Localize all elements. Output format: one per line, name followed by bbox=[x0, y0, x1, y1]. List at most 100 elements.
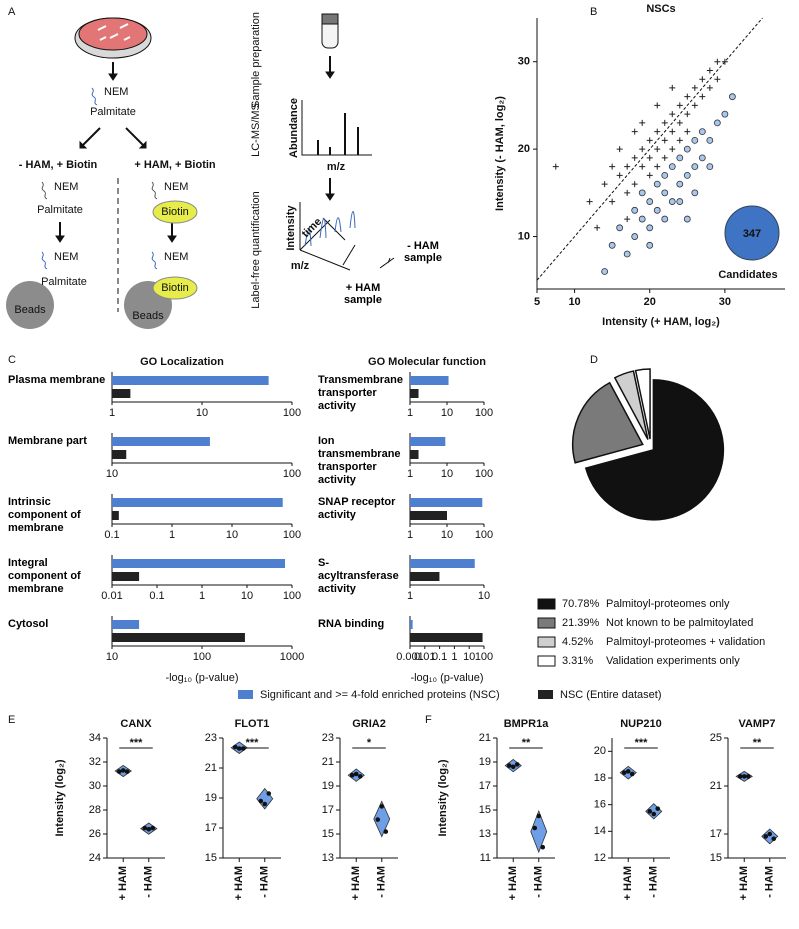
x-tick-label: 100 bbox=[283, 468, 301, 480]
point bbox=[586, 198, 593, 205]
point bbox=[698, 154, 706, 162]
point bbox=[661, 171, 669, 179]
point bbox=[601, 181, 608, 188]
group-label: + HAM bbox=[507, 866, 519, 901]
x-tick-label: 100 bbox=[193, 651, 211, 663]
bar bbox=[112, 389, 131, 398]
point bbox=[631, 206, 639, 214]
protein bbox=[151, 251, 158, 270]
bar bbox=[410, 559, 475, 568]
candidates-label: Candidates bbox=[718, 269, 777, 281]
point bbox=[676, 180, 684, 188]
y-axis-label: Intensity (log₂) bbox=[54, 759, 66, 836]
x-tick-label: 1 bbox=[407, 529, 413, 541]
y-tick-label: 12 bbox=[594, 852, 606, 864]
y-tick-label: 17 bbox=[322, 804, 334, 816]
condition: - HAM, + Biotin bbox=[19, 159, 98, 171]
point bbox=[676, 119, 683, 126]
point bbox=[661, 215, 669, 223]
significance: * bbox=[367, 737, 372, 749]
bar bbox=[112, 376, 269, 385]
x-tick-label: 0.1 bbox=[149, 590, 164, 602]
point bbox=[763, 834, 769, 839]
point bbox=[669, 111, 676, 118]
point bbox=[691, 189, 699, 197]
ms-xlabel: m/z bbox=[327, 161, 346, 173]
point bbox=[654, 163, 661, 170]
x-tick-label: 1 bbox=[451, 651, 457, 663]
panel-title: GRIA2 bbox=[352, 718, 386, 730]
x-tick-label: 10 bbox=[463, 651, 475, 663]
panel-label: F bbox=[425, 714, 432, 726]
bar bbox=[410, 376, 449, 385]
bar bbox=[410, 437, 446, 446]
point bbox=[721, 110, 729, 118]
point bbox=[514, 762, 520, 767]
y-axis-label: Intensity (- HAM, log₂) bbox=[494, 96, 506, 211]
x-axis-label: Intensity (+ HAM, log₂) bbox=[602, 316, 720, 328]
point bbox=[262, 801, 268, 807]
y-tick-label: 20 bbox=[594, 745, 606, 757]
x-tick-label: 1 bbox=[407, 407, 413, 419]
point bbox=[714, 76, 721, 83]
point bbox=[601, 268, 609, 275]
diagram bbox=[6, 13, 395, 329]
point bbox=[767, 831, 773, 837]
pie-slice bbox=[572, 381, 644, 464]
tube-cap bbox=[321, 13, 339, 25]
point bbox=[661, 189, 669, 197]
x-tick-label: 1 bbox=[109, 407, 115, 419]
x-tick-label: 0.01 bbox=[101, 590, 122, 602]
point bbox=[232, 744, 238, 750]
bar bbox=[410, 450, 419, 459]
point bbox=[721, 58, 728, 65]
point bbox=[745, 774, 751, 779]
point bbox=[661, 137, 668, 144]
y-tick-label: 20 bbox=[518, 143, 530, 155]
y-tick-label: 15 bbox=[479, 804, 491, 816]
legend-swatch bbox=[537, 636, 556, 648]
condition: + HAM, + Biotin bbox=[134, 159, 216, 171]
x-axis-label: -log₁₀ (p-value) bbox=[410, 672, 483, 684]
biotin bbox=[152, 200, 198, 224]
reagent: NEM bbox=[54, 251, 78, 263]
bar bbox=[112, 620, 140, 629]
diagram-text: NEM Palmitate - HAM, + Biotin + HAM, + B… bbox=[14, 12, 345, 322]
arrow-head bbox=[55, 235, 177, 243]
point bbox=[676, 102, 683, 109]
panel-label: A bbox=[8, 6, 16, 18]
point bbox=[609, 198, 616, 205]
y-tick-label: 19 bbox=[205, 792, 217, 804]
legend-label: NSC (Entire dataset) bbox=[560, 689, 661, 701]
lipid: Palmitate bbox=[90, 106, 136, 118]
point bbox=[383, 829, 389, 834]
point bbox=[668, 198, 676, 205]
y-tick-label: 19 bbox=[479, 756, 491, 768]
protein bbox=[151, 181, 158, 200]
bar bbox=[410, 572, 440, 581]
workflow-step: LC-MS/MS bbox=[250, 103, 262, 157]
point bbox=[646, 198, 654, 205]
y-tick-label: 24 bbox=[89, 852, 101, 864]
tag: Palmitate bbox=[41, 276, 87, 288]
bar bbox=[410, 498, 483, 507]
y-tick-label: 11 bbox=[480, 852, 491, 864]
candidates-count: 347 bbox=[743, 228, 761, 240]
point bbox=[646, 224, 654, 232]
point bbox=[624, 189, 631, 196]
x-tick-label: 0.1 bbox=[432, 651, 447, 663]
point bbox=[594, 224, 601, 231]
point bbox=[266, 791, 272, 796]
point bbox=[506, 763, 512, 768]
legend-label: Not known to be palmitoylated bbox=[606, 617, 753, 629]
legend-value: 3.31% bbox=[562, 655, 593, 667]
tag: Biotin bbox=[161, 282, 189, 294]
x-tick-label: 10 bbox=[441, 407, 453, 419]
x-tick-label: 10 bbox=[106, 651, 118, 663]
point bbox=[258, 798, 264, 804]
y-tick-label: 17 bbox=[479, 780, 491, 792]
y-tick-label: 30 bbox=[89, 780, 101, 792]
y-tick-label: 28 bbox=[89, 804, 101, 816]
chart-title: NSCs bbox=[646, 3, 675, 15]
